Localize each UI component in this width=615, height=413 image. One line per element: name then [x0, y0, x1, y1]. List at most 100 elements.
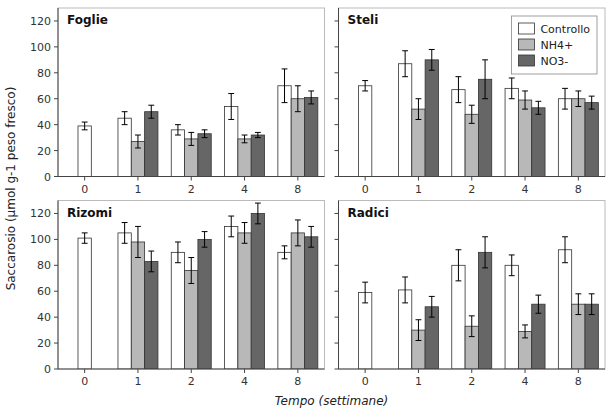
subplot-title: Radici — [348, 206, 389, 220]
error-bar-line — [82, 122, 88, 130]
error-bar-line — [135, 135, 141, 148]
x-tick — [137, 177, 138, 181]
bar — [291, 233, 304, 369]
y-tick-label: 100 — [30, 233, 51, 246]
x-tick-label: 8 — [294, 375, 301, 388]
error-bar-line — [469, 316, 475, 337]
error-bar — [575, 91, 581, 107]
y-tick — [54, 291, 58, 292]
error-bar-line — [416, 99, 422, 120]
legend-label: Controllo — [540, 23, 590, 36]
x-tick — [578, 369, 579, 373]
y-tick — [335, 343, 339, 344]
y-tick — [54, 239, 58, 240]
error-bar-line — [188, 258, 194, 284]
x-tick — [244, 369, 245, 373]
y-tick — [54, 150, 58, 151]
y-tick — [54, 124, 58, 125]
bar — [358, 86, 371, 177]
bar — [305, 237, 318, 369]
error-bar-line — [175, 125, 181, 135]
bar — [145, 261, 158, 369]
error-bar — [175, 242, 181, 263]
error-bar-line — [482, 60, 488, 99]
y-tick — [335, 20, 339, 21]
marks — [78, 203, 318, 369]
y-tick — [335, 46, 339, 47]
error-bar-line — [282, 69, 288, 103]
y-tick — [54, 72, 58, 73]
bar — [478, 252, 491, 369]
y-tick-label: 40 — [37, 311, 51, 324]
y-tick-label: 120 — [30, 207, 51, 220]
error-bar — [148, 105, 154, 118]
error-bar-line — [429, 49, 435, 70]
bar — [532, 304, 545, 369]
bar — [78, 238, 91, 369]
error-bar-line — [228, 216, 234, 237]
error-bar-line — [255, 132, 261, 137]
subplot-title: Foglie — [67, 13, 108, 27]
y-tick-label: 60 — [37, 93, 51, 106]
bar — [118, 233, 131, 369]
error-bar — [122, 112, 128, 125]
bar — [78, 126, 91, 177]
error-bar-line — [148, 251, 154, 272]
error-bar-line — [482, 237, 488, 268]
bar — [518, 100, 531, 176]
error-bar — [362, 282, 368, 303]
y-tick — [335, 176, 339, 177]
bar — [505, 265, 518, 369]
y-tick — [54, 176, 58, 177]
error-bar — [575, 294, 581, 315]
error-bar-line — [455, 250, 461, 281]
x-tick-label: 4 — [241, 183, 248, 196]
y-tick — [54, 46, 58, 47]
error-bar-line — [562, 88, 568, 109]
error-bar — [135, 226, 141, 257]
x-tick-label: 8 — [575, 375, 582, 388]
bar — [505, 88, 518, 176]
y-tick — [335, 72, 339, 73]
error-bar-line — [416, 320, 422, 341]
error-bar-line — [509, 78, 515, 99]
y-tick — [54, 317, 58, 318]
legend-swatch — [518, 55, 534, 66]
y-tick — [54, 213, 58, 214]
error-bar — [242, 135, 248, 143]
error-bar — [589, 96, 595, 109]
x-tick — [418, 369, 419, 373]
error-bar — [255, 132, 261, 137]
error-bar — [282, 69, 288, 103]
y-tick — [335, 369, 339, 370]
error-bar-line — [82, 233, 88, 243]
error-bar-line — [308, 91, 314, 104]
bar — [185, 270, 198, 369]
x-tick-label: 2 — [468, 183, 475, 196]
y-axis-line — [58, 8, 59, 177]
y-tick — [54, 98, 58, 99]
error-bar-line — [308, 226, 314, 247]
y-tick-label: 0 — [44, 363, 51, 376]
y-tick — [335, 98, 339, 99]
error-bar — [469, 105, 475, 123]
error-bar-line — [135, 226, 141, 257]
legend-swatch — [518, 23, 534, 34]
error-bar-line — [122, 112, 128, 125]
x-tick-label: 1 — [134, 375, 141, 388]
x-tick-label: 1 — [415, 183, 422, 196]
x-tick — [525, 369, 526, 373]
error-bar — [469, 316, 475, 337]
error-bar-line — [202, 130, 208, 138]
x-tick-label: 8 — [575, 183, 582, 196]
error-bar-line — [562, 237, 568, 263]
x-tick — [137, 369, 138, 373]
x-tick-label: 1 — [415, 375, 422, 388]
chart: 02040608010012001248Foglie01248SteliCont… — [0, 0, 615, 413]
error-bar — [188, 258, 194, 284]
error-bar-line — [362, 81, 368, 91]
error-bar-line — [202, 232, 208, 248]
error-bar-line — [402, 51, 408, 77]
error-bar — [202, 130, 208, 138]
subplot: 02040608010012001248Rizomi — [30, 201, 325, 389]
